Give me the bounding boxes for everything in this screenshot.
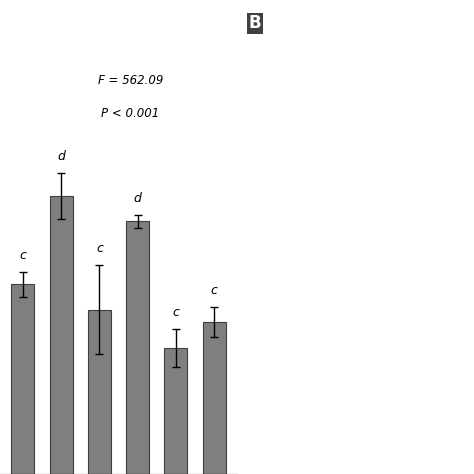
Text: c: c xyxy=(19,249,27,262)
Bar xyxy=(126,221,149,474)
Bar xyxy=(164,347,187,474)
Bar xyxy=(202,322,226,474)
Text: c: c xyxy=(96,242,103,255)
Bar xyxy=(11,284,35,474)
Text: c: c xyxy=(210,284,218,297)
Text: P < 0.001: P < 0.001 xyxy=(101,107,159,120)
Text: F = 562.09: F = 562.09 xyxy=(98,74,163,87)
Text: d: d xyxy=(134,192,142,205)
Text: d: d xyxy=(57,150,65,163)
Bar xyxy=(88,310,111,474)
Text: c: c xyxy=(173,306,179,319)
Text: B: B xyxy=(249,14,262,32)
Bar xyxy=(50,196,73,474)
